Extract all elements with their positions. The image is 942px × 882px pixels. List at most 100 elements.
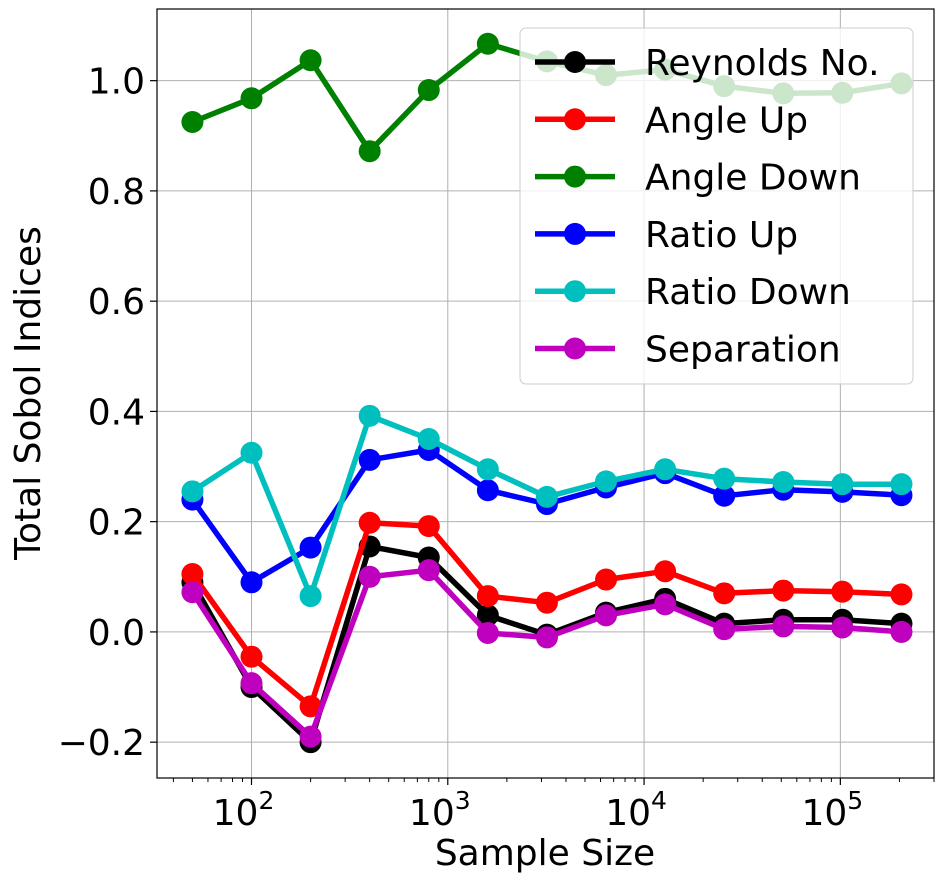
- data-point: [240, 87, 263, 110]
- x-tick-label-base: 10: [409, 793, 455, 834]
- data-point: [181, 581, 204, 604]
- data-point: [654, 458, 677, 481]
- data-point: [417, 427, 440, 450]
- legend-label: Ratio Up: [645, 215, 798, 256]
- y-axis-label: Total Sobol Indices: [8, 226, 49, 561]
- data-point: [890, 473, 913, 496]
- y-tick-label: 0.2: [88, 503, 145, 544]
- x-tick-label-exponent: 4: [651, 786, 667, 815]
- data-point: [831, 616, 854, 639]
- y-tick-label: 0.6: [88, 282, 145, 323]
- x-tick-label-base: 10: [213, 793, 259, 834]
- legend-label: Reynolds No.: [645, 43, 880, 84]
- data-point: [476, 32, 499, 55]
- data-point: [595, 568, 618, 591]
- data-point: [240, 672, 263, 695]
- y-tick-labels: −0.2 0.0 0.2 0.4 0.6 0.8 1.0: [58, 62, 145, 765]
- data-point: [299, 695, 322, 718]
- data-point: [240, 645, 263, 668]
- data-point: [299, 536, 322, 559]
- legend-marker: [564, 165, 586, 188]
- legend: Reynolds No. Angle Up Angle Down Ratio Up Ra…: [519, 27, 914, 385]
- data-point: [831, 473, 854, 496]
- x-tick-label-exponent: 3: [455, 786, 471, 815]
- legend-marker: [564, 280, 586, 303]
- legend-marker: [564, 337, 586, 360]
- legend-entry: Separation: [535, 330, 841, 371]
- data-point: [358, 565, 381, 588]
- legend-marker: [564, 108, 586, 131]
- y-tick-label: −0.2: [58, 723, 145, 764]
- y-tick-label: 1.0: [88, 62, 145, 103]
- legend-label: Separation: [645, 330, 841, 371]
- series-ratio-down: [181, 404, 913, 608]
- data-point: [476, 585, 499, 608]
- legend-entry: Reynolds No.: [535, 43, 880, 84]
- x-tick-labels: 102 103 104 105: [213, 786, 864, 834]
- data-point: [417, 79, 440, 102]
- x-tick-label: 104: [605, 786, 667, 834]
- legend-entry: Angle Up: [535, 100, 808, 141]
- x-tick-label-exponent: 2: [258, 786, 274, 815]
- axis-ticks: [150, 80, 935, 785]
- data-point: [240, 571, 263, 594]
- x-tick-label-base: 10: [605, 793, 651, 834]
- data-point: [595, 470, 618, 493]
- data-point: [476, 622, 499, 645]
- data-point: [535, 591, 558, 614]
- data-point: [713, 582, 736, 605]
- legend-entry: Angle Down: [535, 158, 861, 199]
- data-point: [476, 479, 499, 502]
- plot-frame: [156, 8, 935, 779]
- legend-entry: Ratio Down: [535, 272, 851, 313]
- data-point: [299, 49, 322, 72]
- data-point: [476, 604, 499, 627]
- data-point: [772, 579, 795, 602]
- x-tick-label: 103: [409, 786, 471, 834]
- data-point: [181, 480, 204, 503]
- x-axis-label: Sample Size: [435, 833, 655, 874]
- data-point: [417, 559, 440, 582]
- data-point: [358, 140, 381, 163]
- y-tick-label: 0.8: [88, 172, 145, 213]
- data-point: [713, 484, 736, 507]
- data-point: [358, 448, 381, 471]
- y-tick-label: 0.0: [88, 613, 145, 654]
- legend-entries: Reynolds No. Angle Up Angle Down Ratio Up Ra…: [535, 43, 880, 371]
- series-separation: [181, 559, 913, 748]
- data-point: [240, 441, 263, 464]
- data-point: [299, 585, 322, 608]
- legend-marker: [564, 222, 586, 245]
- data-point: [890, 620, 913, 643]
- legend-marker: [564, 51, 586, 73]
- series-angle-up: [181, 511, 913, 718]
- data-point: [181, 563, 204, 586]
- data-point: [476, 458, 499, 481]
- data-point: [772, 470, 795, 493]
- data-point: [181, 111, 204, 134]
- x-tick-label: 102: [213, 786, 275, 834]
- data-point: [358, 511, 381, 534]
- data-point: [890, 583, 913, 606]
- data-point: [417, 515, 440, 538]
- data-point: [713, 618, 736, 641]
- data-point: [831, 580, 854, 603]
- data-point: [595, 604, 618, 627]
- data-point: [535, 626, 558, 649]
- legend-label: Angle Down: [645, 158, 861, 199]
- data-point: [654, 560, 677, 583]
- x-tick-label-exponent: 5: [847, 786, 863, 815]
- legend-entry: Ratio Up: [535, 215, 798, 256]
- x-tick-label-base: 10: [801, 793, 847, 834]
- legend-label: Angle Up: [645, 100, 808, 141]
- data-point: [654, 593, 677, 616]
- legend-label: Ratio Down: [645, 272, 851, 313]
- data-point: [358, 404, 381, 427]
- data-point: [713, 467, 736, 490]
- data-point: [535, 485, 558, 508]
- data-point: [772, 615, 795, 638]
- legend-frame: [519, 27, 914, 385]
- x-tick-label: 105: [801, 786, 863, 834]
- data-point: [299, 725, 322, 748]
